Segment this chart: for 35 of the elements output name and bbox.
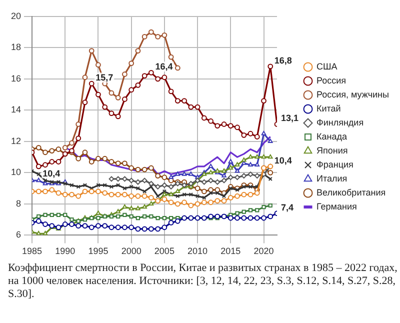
data-label: 16,8	[274, 55, 292, 66]
y-tick-label: 18	[10, 42, 22, 52]
y-tick-label: 20	[10, 10, 22, 21]
legend-label: Италия	[316, 173, 348, 184]
x-tick-label: 2005	[154, 246, 174, 256]
data-label: 15,7	[96, 72, 114, 83]
data-label: 7,4	[281, 202, 294, 212]
data-label: 13,1	[281, 113, 299, 124]
legend-label: Россия, мужчины	[316, 89, 389, 100]
x-tick-label: 2015	[220, 246, 241, 256]
data-label: 10,4	[274, 155, 292, 166]
legend-label: США	[316, 61, 338, 72]
data-label: 16,4	[155, 62, 173, 72]
legend-label: Канада	[316, 131, 347, 142]
data-label: 10,4	[42, 168, 60, 178]
legend-label: Япония	[316, 145, 348, 156]
y-tick-label: 8	[16, 198, 22, 208]
legend-label: Финляндия	[316, 117, 364, 128]
legend-label: Франция	[316, 159, 354, 170]
legend-label: Великобритания	[316, 187, 386, 198]
x-tick-label: 1995	[88, 246, 108, 256]
legend-label: Россия	[316, 75, 346, 86]
text: Коэффициент смертности в России, Китае и развитых странах в 1985 – 2022 годах, на 1000 человек населения. Источники: [3, 12, 14, 22, 23, S.3, S.12, S.14, S.27, S.28, S.30].	[8, 262, 398, 301]
x-tick-label: 1990	[55, 246, 76, 256]
legend-label: Германия	[316, 201, 357, 212]
x-tick-label: 2010	[188, 246, 208, 256]
x-tick-label: 2020	[254, 246, 274, 256]
y-tick-label: 10	[10, 167, 22, 178]
x-tick-label: 2000	[121, 246, 142, 256]
y-tick-label: 12	[10, 136, 22, 146]
legend-label: Китай	[316, 103, 341, 114]
y-tick-label: 16	[10, 73, 22, 84]
y-tick-label: 6	[16, 230, 22, 240]
y-tick-label: 14	[10, 104, 22, 115]
x-tick-label: 1985	[22, 246, 42, 256]
